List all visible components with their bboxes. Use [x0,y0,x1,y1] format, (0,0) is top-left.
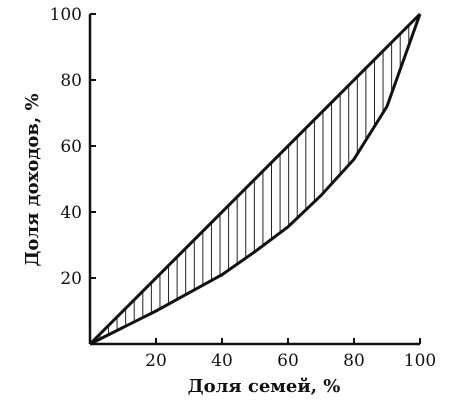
x-tick-label: 40 [211,351,233,371]
y-tick-label: 60 [60,137,82,157]
x-tick-label: 100 [404,351,436,371]
x-tick-label: 60 [277,351,299,371]
hatched-area [99,16,418,340]
y-tick-label: 40 [60,203,82,223]
y-tick-label: 80 [60,71,82,91]
y-tick-label: 100 [50,5,82,25]
x-tick-label: 20 [145,351,167,371]
x-tick-label: 80 [343,351,365,371]
x-axis-title: Доля семей, % [188,376,341,397]
x-axis-ticks: 20 40 60 80 100 [145,338,436,371]
y-axis-ticks: 20 40 60 80 100 [50,5,96,289]
lorenz-curve [89,13,422,346]
y-tick-label: 20 [60,269,82,289]
equality-line [88,12,422,346]
y-axis-title: Доля доходов, % [22,93,43,266]
